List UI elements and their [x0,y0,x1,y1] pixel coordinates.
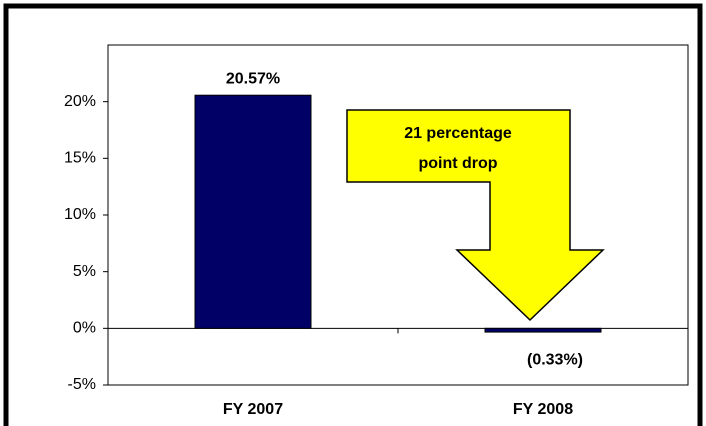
annotation-line: point drop [418,155,497,172]
x-tick-label: FY 2008 [513,401,573,418]
y-tick-label: 20% [64,93,96,110]
annotation-line: 21 percentage [404,125,512,142]
y-tick-label: 5% [73,263,96,280]
value-label: (0.33%) [527,352,583,369]
bar [194,94,312,329]
marks: -5% 0% 5% 10% 15% 20% FY 2007 20.57% FY 2008 (0.3… [64,70,688,418]
drop-arrow [346,109,605,322]
y-tick-label: -5% [68,376,96,393]
bar [484,327,602,333]
y-tick-label: 10% [64,206,96,223]
value-label: 20.57% [226,70,280,87]
y-tick-label: 15% [64,150,96,167]
x-tick-label: FY 2007 [223,401,283,418]
y-tick-label: 0% [73,320,96,337]
